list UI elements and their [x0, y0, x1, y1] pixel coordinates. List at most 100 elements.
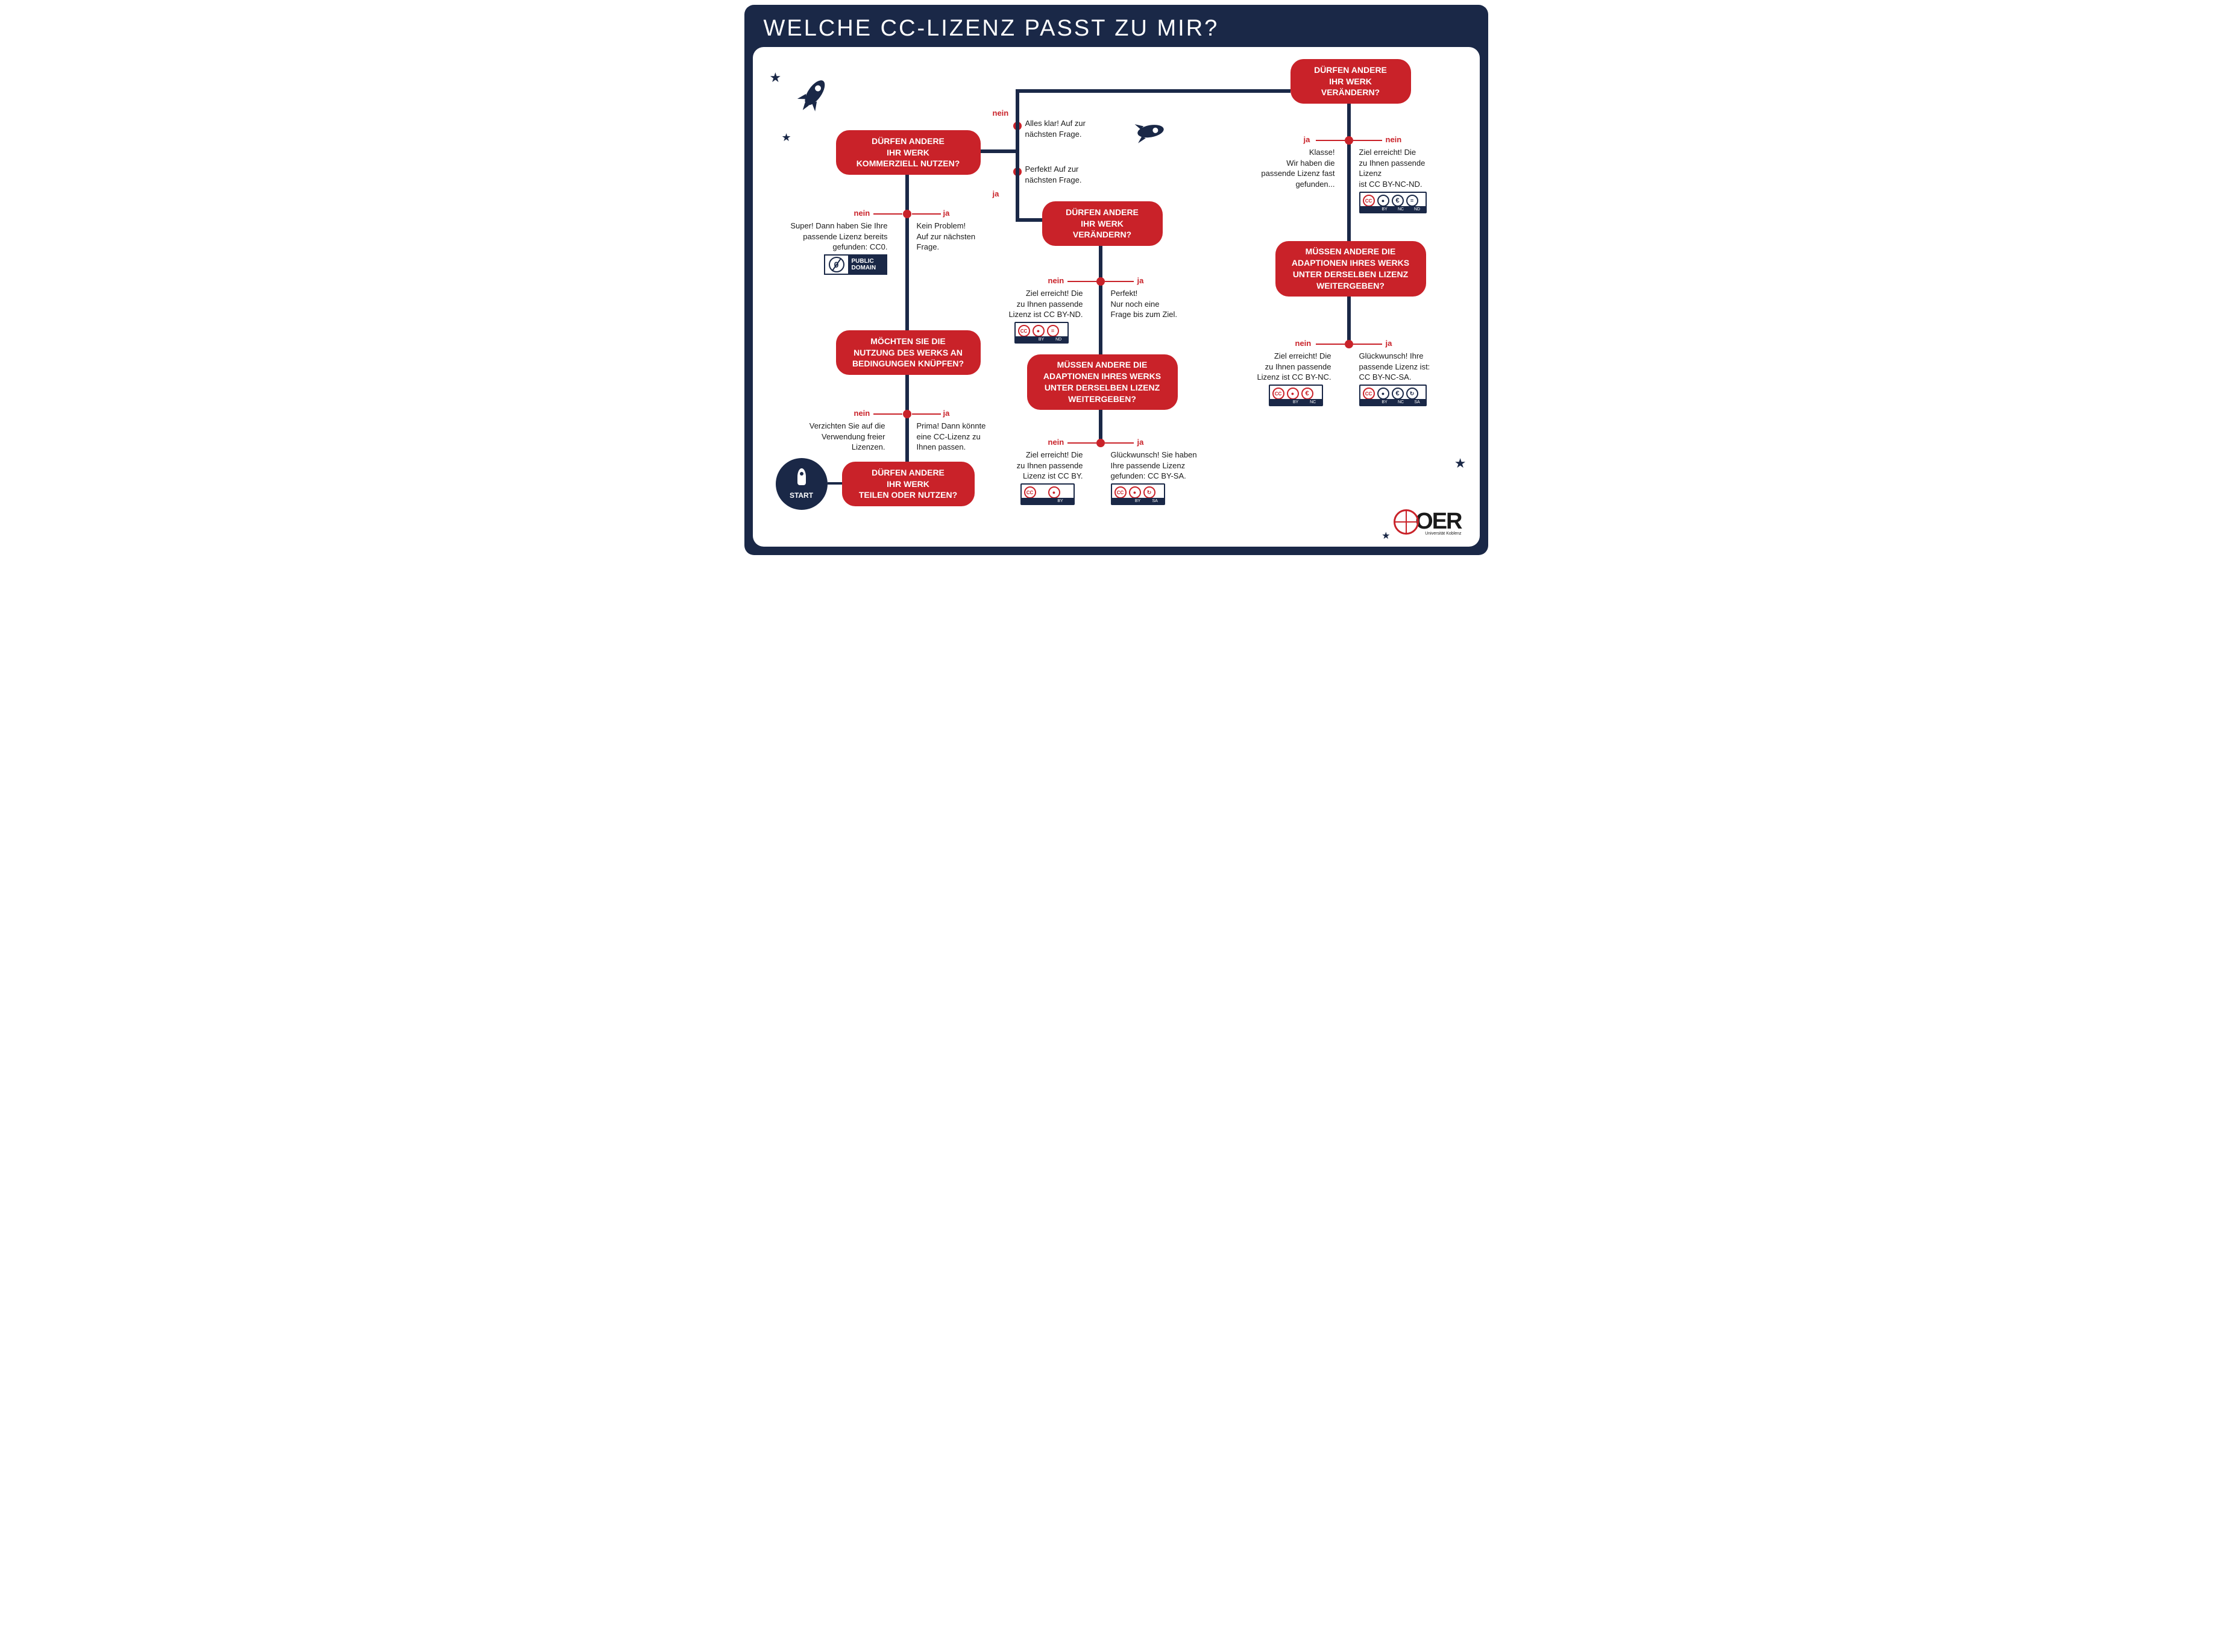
question-text: DÜRFEN ANDEREIHR WERKVERÄNDERN?	[1066, 207, 1139, 241]
branch-label-ja: ja	[993, 189, 999, 198]
nc-icon: €	[1392, 388, 1404, 400]
cc-icon: CC	[1272, 388, 1284, 400]
outcome-text: Alles klar! Auf zurnächsten Frage.	[1025, 118, 1110, 139]
branch-dot	[903, 410, 911, 418]
branch-label-ja: ja	[943, 209, 950, 218]
question-commercial: DÜRFEN ANDEREIHR WERKKOMMERZIELL NUTZEN?	[836, 130, 981, 175]
question-text: DÜRFEN ANDEREIHR WERKKOMMERZIELL NUTZEN?	[857, 136, 960, 170]
branch-dot	[1096, 277, 1105, 286]
branch-line	[873, 213, 902, 215]
connector	[1347, 104, 1351, 241]
start-node: START	[776, 458, 828, 510]
cc-icon: CC	[1018, 325, 1030, 337]
connector	[905, 375, 909, 462]
outcome-text: Ziel erreicht! Diezu Ihnen passendeLizen…	[1359, 147, 1450, 189]
outcome-text: Klasse!Wir haben diepassende Lizenz fast…	[1251, 147, 1335, 189]
branch-dot	[1096, 439, 1105, 447]
license-badge-by-sa: CC ● ↻ BYSA	[1111, 483, 1165, 505]
sa-icon: ↻	[1406, 388, 1418, 400]
oer-logo: OER Universität Koblenz	[1394, 509, 1461, 535]
globe-icon	[1394, 509, 1419, 535]
connector	[1099, 246, 1102, 354]
nd-icon: =	[1047, 325, 1059, 337]
branch-label-ja: ja	[1304, 135, 1310, 144]
outcome-text: Glückwunsch! Sie habenIhre passende Lize…	[1111, 450, 1207, 482]
question-modify-commercial: DÜRFEN ANDEREIHR WERKVERÄNDERN?	[1042, 201, 1163, 246]
connector	[828, 482, 842, 485]
branch-line	[1105, 442, 1134, 444]
by-icon: ●	[1377, 388, 1389, 400]
license-badge-cc0: 0 PUBLICDOMAIN	[824, 254, 887, 275]
branch-line	[912, 213, 941, 215]
by-icon: ●	[1048, 486, 1060, 498]
outcome-text: Glückwunsch! Ihrepassende Lizenz ist:CC …	[1359, 351, 1450, 383]
star-icon: ★	[770, 70, 782, 86]
cc-icon: CC	[1363, 388, 1375, 400]
question-sharealike-nc: MÜSSEN ANDERE DIEADAPTIONEN IHRES WERKSU…	[1275, 241, 1426, 297]
star-icon: ★	[1454, 456, 1467, 471]
outcome-text: Kein Problem!Auf zur nächstenFrage.	[917, 221, 1001, 253]
outcome-text: Perfekt! Auf zurnächsten Frage.	[1025, 164, 1110, 185]
branch-label-ja: ja	[943, 409, 950, 418]
nc-icon: €	[1301, 388, 1313, 400]
branch-dot	[1345, 136, 1353, 145]
cc-icon: CC	[1024, 486, 1036, 498]
branch-label-nein: nein	[1048, 276, 1064, 285]
branch-dot	[1345, 340, 1353, 348]
question-share: DÜRFEN ANDEREIHR WERKTEILEN ODER NUTZEN?	[842, 462, 975, 506]
nd-icon: =	[1406, 195, 1418, 207]
star-icon: ★	[1382, 530, 1390, 542]
branch-line	[1353, 140, 1382, 141]
branch-line	[873, 413, 902, 415]
branch-line	[1316, 344, 1345, 345]
question-conditions: MÖCHTEN SIE DIENUTZUNG DES WERKS ANBEDIN…	[836, 330, 981, 375]
license-badge-by-nd: CC ● = BYND	[1014, 322, 1069, 344]
branch-label-nein: nein	[993, 108, 1009, 118]
branch-line	[1067, 281, 1096, 282]
by-icon: ●	[1033, 325, 1045, 337]
poster-frame: WELCHE CC-LIZENZ PASST ZU MIR? ★ ★ ★ ★	[744, 5, 1488, 555]
connector	[1016, 89, 1019, 222]
connector	[905, 175, 909, 330]
rocket-icon	[789, 71, 837, 119]
connector	[1016, 89, 1290, 93]
branch-line	[1316, 140, 1345, 141]
cc-icon: CC	[1114, 486, 1127, 498]
rocket-icon	[1125, 113, 1174, 149]
outcome-text: Perfekt!Nur noch eineFrage bis zum Ziel.	[1111, 288, 1195, 320]
branch-label-nein: nein	[854, 409, 870, 418]
branch-label-ja: ja	[1137, 438, 1144, 447]
question-text: DÜRFEN ANDEREIHR WERKTEILEN ODER NUTZEN?	[859, 467, 957, 501]
sa-icon: ↻	[1143, 486, 1155, 498]
branch-label-nein: nein	[1295, 339, 1312, 348]
question-text: MÜSSEN ANDERE DIEADAPTIONEN IHRES WERKSU…	[1043, 359, 1161, 405]
branch-line	[1105, 281, 1134, 282]
license-badge-by-nc-nd: CC ● € = BYNCND	[1359, 192, 1427, 213]
connector	[1016, 218, 1042, 222]
nc-icon: €	[1392, 195, 1404, 207]
connector	[981, 149, 1016, 153]
outcome-text: Super! Dann haben Sie Ihrepassende Lizen…	[777, 221, 888, 253]
logo-text: OER	[1415, 509, 1461, 535]
outcome-text: Ziel erreicht! Diezu Ihnen passendeLizen…	[1247, 351, 1331, 383]
question-modify-nc: DÜRFEN ANDEREIHR WERKVERÄNDERN?	[1290, 59, 1411, 104]
logo-subtitle: Universität Koblenz	[1425, 532, 1461, 536]
by-icon: ●	[1129, 486, 1141, 498]
branch-label-nein: nein	[1386, 135, 1402, 144]
cc-icon: CC	[1363, 195, 1375, 207]
license-badge-by: CC ● BY	[1020, 483, 1075, 505]
branch-label-nein: nein	[854, 209, 870, 218]
question-text: DÜRFEN ANDEREIHR WERKVERÄNDERN?	[1314, 64, 1387, 99]
zero-icon: 0	[829, 257, 844, 272]
question-sharealike-commercial: MÜSSEN ANDERE DIEADAPTIONEN IHRES WERKSU…	[1027, 354, 1178, 410]
license-badge-by-nc-sa: CC ● € ↻ BYNCSA	[1359, 385, 1427, 406]
inner-canvas: ★ ★ ★ ★ START	[753, 47, 1480, 547]
badge-label: PUBLICDOMAIN	[848, 256, 886, 274]
license-badge-by-nc: CC ● € BYNC	[1269, 385, 1323, 406]
by-icon: ●	[1287, 388, 1299, 400]
question-text: MÖCHTEN SIE DIENUTZUNG DES WERKS ANBEDIN…	[852, 336, 964, 370]
branch-label-ja: ja	[1386, 339, 1392, 348]
by-icon: ●	[1377, 195, 1389, 207]
branch-dot	[903, 210, 911, 218]
branch-label-nein: nein	[1048, 438, 1064, 447]
